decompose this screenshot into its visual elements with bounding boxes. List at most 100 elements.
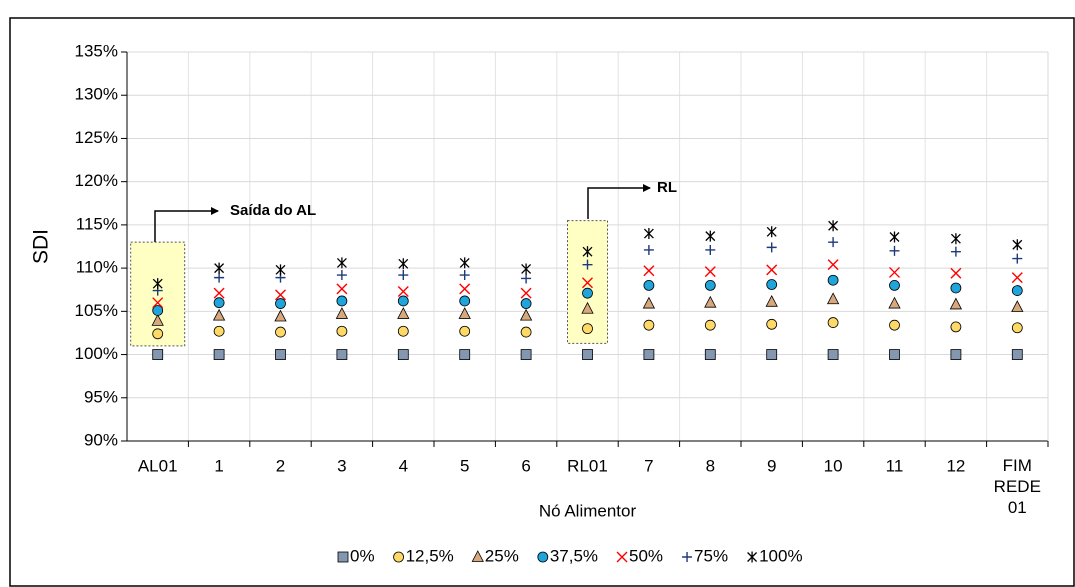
y-tick-label: 125% [75,128,118,147]
point [213,325,225,337]
point [766,264,778,276]
point [766,242,777,253]
point [889,279,900,291]
point [1011,272,1023,284]
point [704,319,716,331]
annotation-arrow [587,184,651,219]
legend-label: 75% [694,546,728,565]
point [336,270,347,281]
point [827,349,839,360]
point [828,220,839,232]
y-axis-label: SDI [30,229,53,264]
point [459,270,470,281]
legend-marker [682,552,693,562]
point [1011,300,1024,312]
point [275,298,286,309]
point [828,237,839,248]
legend-label: 25% [485,546,519,565]
legend-label: 0% [350,546,375,565]
x-tick-label: 4 [399,456,408,475]
point [459,349,471,360]
point [459,257,470,269]
point [336,325,348,337]
point [520,287,532,299]
point [1012,253,1023,264]
point [214,272,225,283]
x-tick-label: 9 [767,456,776,475]
point [889,231,900,243]
point [950,349,962,360]
legend-marker [393,551,404,563]
point [581,301,594,314]
point [275,326,286,338]
point [950,233,961,245]
y-tick-label: 100% [75,344,118,363]
point [1011,349,1023,360]
legend-label: 12,5% [406,546,454,565]
point [398,258,409,270]
point [1011,285,1023,296]
point [704,295,717,308]
legend-label: 100% [759,546,802,565]
point [582,287,593,299]
x-tick-label: AL01 [138,456,178,475]
x-tick-label: 3 [337,456,346,475]
point [1012,239,1023,251]
point [213,297,225,309]
point [336,283,348,295]
point [950,321,962,333]
legend-marker [471,550,484,562]
point [888,296,901,309]
point [152,328,164,340]
point [950,267,962,279]
point [1011,322,1023,334]
point [826,292,840,305]
point [582,246,593,258]
point [152,297,164,309]
point [151,313,164,326]
annotation: RL [657,179,677,196]
point [519,308,533,321]
point [643,228,654,240]
point [582,323,593,335]
point [212,308,226,321]
legend-marker [537,551,549,563]
point [582,349,593,360]
point [765,294,778,307]
point [704,266,716,278]
x-axis-label: Nó Alimentor [539,501,637,520]
x-tick-label: 11 [886,456,904,475]
point [213,287,225,299]
point [397,349,409,360]
y-tick-label: 135% [75,41,118,60]
point [582,277,593,289]
point [827,274,839,286]
point [214,262,225,274]
y-tick-label: 120% [75,171,118,190]
point [643,279,655,291]
point [459,325,471,337]
point [275,264,286,276]
point [335,307,349,319]
point [949,297,963,310]
point [889,266,900,278]
point [520,349,532,360]
point [643,244,654,255]
point [950,282,962,294]
point [213,349,225,360]
x-tick-label-line: FIM [1003,456,1032,475]
annotation: Saída do AL [230,202,316,219]
point [152,278,163,290]
x-tick-label: 10 [824,456,843,475]
point [152,349,164,360]
point [521,273,532,284]
point [705,230,716,242]
point [336,295,348,307]
point [643,319,655,331]
point [705,244,716,255]
annotation-arrow [154,207,219,242]
x-tick-label: 1 [214,456,223,475]
point [766,349,778,360]
